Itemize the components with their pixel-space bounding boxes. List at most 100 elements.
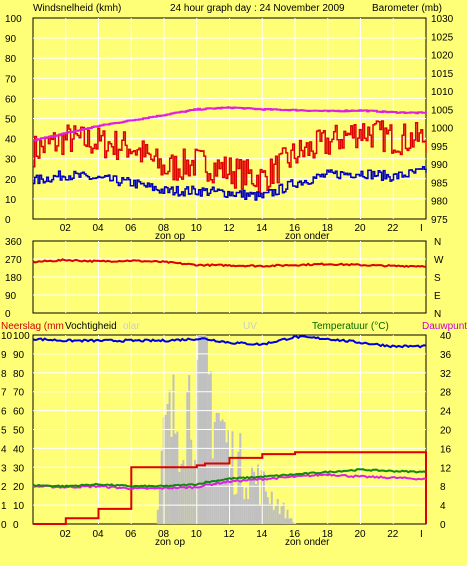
hour-tick-label: 06 xyxy=(125,223,137,234)
wind-direction-series xyxy=(32,258,427,268)
humidity-tick-label: 100 xyxy=(13,331,30,342)
wind-tick-label: 40 xyxy=(5,135,17,146)
temperature-tick-label: 32 xyxy=(440,369,452,380)
humidity-tick-label: 60 xyxy=(13,407,25,418)
solar-bar xyxy=(286,509,289,524)
solar-bar xyxy=(292,522,295,524)
barometer-tick-label: 1005 xyxy=(431,105,454,116)
hour-tick-label: 20 xyxy=(355,529,367,540)
hour-tick-label: 10 xyxy=(191,529,203,540)
solar-bar xyxy=(229,468,232,524)
solar-bar xyxy=(178,471,181,524)
compass-letter: N xyxy=(434,237,441,248)
solar-bar xyxy=(237,451,240,524)
solar-bar xyxy=(249,477,252,524)
solar-bar xyxy=(207,374,210,524)
dewpoint-axis-title: Dauwpunt xyxy=(422,321,467,332)
humidity-tick-label: 80 xyxy=(13,369,25,380)
barometer-tick-label: 990 xyxy=(431,160,448,171)
compass-letter: W xyxy=(434,255,444,266)
wind-tick-label: 50 xyxy=(5,115,17,126)
solar-bar xyxy=(166,404,169,524)
wind-tick-label: 30 xyxy=(5,155,17,166)
solar-bar xyxy=(262,471,265,524)
solar-bar xyxy=(156,509,159,524)
rain-tick-label: 1 xyxy=(1,501,7,512)
temperature-series xyxy=(32,468,427,488)
solar-bar xyxy=(282,502,285,524)
sunrise-label-top: zon op xyxy=(155,231,185,242)
temperature-tick-label: 8 xyxy=(440,482,446,493)
wind-tick-label: 20 xyxy=(5,175,17,186)
barometer-tick-label: 1010 xyxy=(431,87,454,98)
compass-letter: N xyxy=(434,309,441,320)
hour-tick-label: I xyxy=(420,529,423,540)
direction-tick-label: 270 xyxy=(5,255,22,266)
solar-bar xyxy=(194,459,197,524)
solar-bar xyxy=(160,450,163,524)
solar-bar xyxy=(247,499,250,524)
solar-bar xyxy=(182,460,185,524)
temperature-tick-label: 20 xyxy=(440,426,452,437)
humidity-tick-label: 20 xyxy=(13,482,25,493)
wind-tick-label: 80 xyxy=(5,54,17,65)
hour-tick-label: 10 xyxy=(191,223,203,234)
wind-axis-title: Windsnelheid (kmh) xyxy=(33,3,121,14)
hour-tick-label: 12 xyxy=(224,529,236,540)
temperature-tick-label: 40 xyxy=(440,331,452,342)
rain-tick-label: 3 xyxy=(1,463,7,474)
wind-speed-series xyxy=(33,120,427,194)
dewpoint-series xyxy=(32,473,427,491)
sunrise-label-bottom: zon op xyxy=(155,537,185,548)
solar-bar xyxy=(211,458,214,524)
hour-tick-label: 16 xyxy=(289,529,301,540)
compass-letter: E xyxy=(434,291,441,302)
solar-bar xyxy=(253,471,256,524)
direction-tick-label: 90 xyxy=(5,291,17,302)
hour-tick-label: 20 xyxy=(355,223,367,234)
solar-bar xyxy=(227,430,230,524)
hour-tick-label: 12 xyxy=(224,223,236,234)
wind-tick-label: 90 xyxy=(5,34,17,45)
solar-bar xyxy=(223,422,226,524)
rain-tick-label: 6 xyxy=(1,407,7,418)
barometer-series xyxy=(33,106,427,142)
solar-bar xyxy=(235,493,238,524)
solar-bar xyxy=(264,491,267,524)
wind-tick-label: 10 xyxy=(5,195,17,206)
sunset-label-top: zon onder xyxy=(285,231,330,242)
solar-bar xyxy=(172,374,175,524)
solar-bar xyxy=(213,422,216,524)
solar-bar xyxy=(266,497,269,524)
solar-bar xyxy=(170,436,173,524)
humidity-axis-title: Vochtigheid xyxy=(65,321,117,332)
rain-tick-label: 2 xyxy=(1,482,7,493)
temperature-tick-label: 16 xyxy=(440,444,452,455)
barometer-tick-label: 1020 xyxy=(431,51,454,62)
wind-tick-label: 70 xyxy=(5,74,17,85)
temperature-tick-label: 28 xyxy=(440,388,452,399)
hour-tick-label: 08 xyxy=(158,529,170,540)
solar-bar xyxy=(284,518,287,524)
hour-tick-label: I xyxy=(420,223,423,234)
humidity-series xyxy=(32,335,427,349)
hour-tick-label: 18 xyxy=(322,223,334,234)
solar-bar xyxy=(245,487,248,524)
barometer-tick-label: 1015 xyxy=(431,69,454,80)
hour-tick-label: 04 xyxy=(93,529,105,540)
compass-letter: S xyxy=(434,273,441,284)
solar-bar xyxy=(221,419,224,524)
barometer-tick-label: 985 xyxy=(431,178,448,189)
rain-tick-label: 10 xyxy=(1,331,13,342)
humidity-tick-label: 70 xyxy=(13,388,25,399)
rain-tick-label: 0 xyxy=(1,520,7,531)
barometer-tick-label: 1025 xyxy=(431,32,454,43)
temperature-tick-label: 12 xyxy=(440,463,452,474)
barometer-tick-label: 995 xyxy=(431,142,448,153)
temperature-tick-label: 4 xyxy=(440,501,446,512)
wind-tick-label: 0 xyxy=(5,215,11,226)
